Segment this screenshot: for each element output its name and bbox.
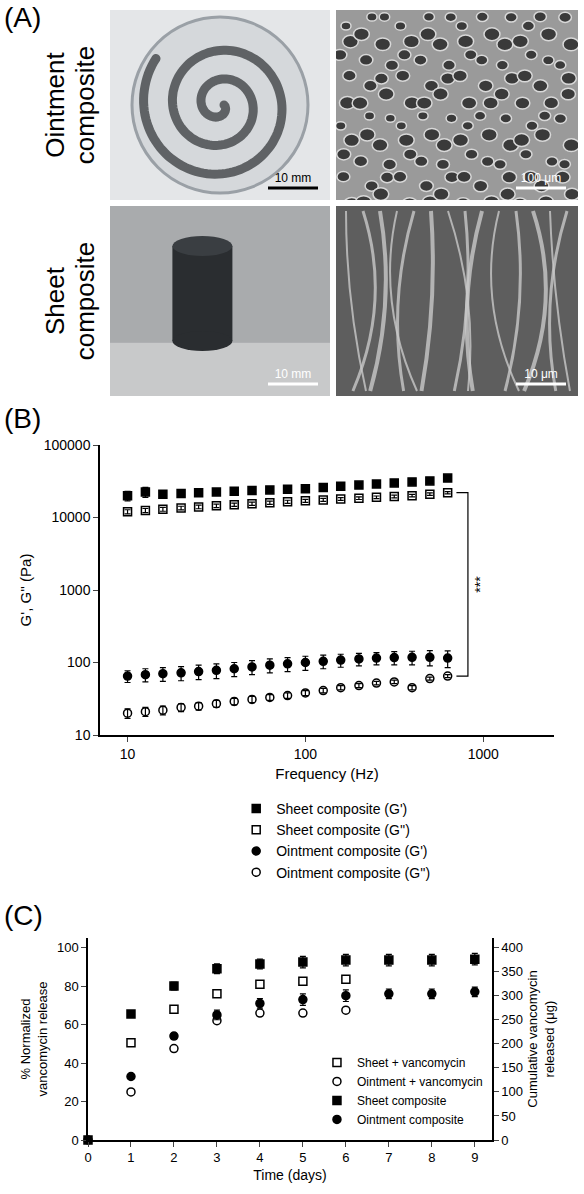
svg-text:40: 40 [64, 1056, 78, 1071]
svg-text:% Normalizedvancomycin release: % Normalizedvancomycin release [18, 982, 50, 1097]
svg-text:G', G'' (Pa): G', G'' (Pa) [17, 554, 34, 627]
svg-text:9: 9 [471, 1150, 478, 1165]
svg-text:60: 60 [64, 1017, 78, 1032]
svg-text:10 mm: 10 mm [275, 367, 312, 381]
svg-text:100: 100 [67, 654, 91, 670]
svg-text:100: 100 [294, 746, 318, 762]
svg-text:0: 0 [501, 1133, 508, 1148]
html-text:(A): (A) [4, 2, 42, 33]
svg-text:100000: 100000 [44, 437, 91, 453]
svg-text:0: 0 [84, 1150, 91, 1165]
svg-text:Sheet: Sheet [40, 266, 70, 335]
svg-text:80: 80 [64, 979, 78, 994]
svg-text:1000: 1000 [59, 582, 90, 598]
svg-text:6: 6 [342, 1150, 349, 1165]
svg-text:Ointment + vancomycin: Ointment + vancomycin [357, 1075, 483, 1089]
svg-text:4: 4 [256, 1150, 263, 1165]
svg-text:10: 10 [75, 727, 91, 743]
html-text:(B): (B) [4, 403, 42, 434]
svg-text:Sheet composite (G''): Sheet composite (G'') [276, 822, 410, 838]
svg-text:composite: composite [70, 46, 100, 165]
svg-text:5: 5 [299, 1150, 306, 1165]
svg-text:350: 350 [501, 964, 523, 979]
svg-text:250: 250 [501, 1012, 523, 1027]
svg-text:Ointment composite: Ointment composite [357, 1113, 464, 1127]
svg-text:100: 100 [501, 1084, 523, 1099]
svg-text:2: 2 [170, 1150, 177, 1165]
svg-text:Sheet composite (G'): Sheet composite (G') [276, 801, 407, 817]
svg-text:100 μm: 100 μm [521, 171, 561, 185]
svg-text:150: 150 [501, 1060, 523, 1075]
svg-text:10 mm: 10 mm [275, 171, 312, 185]
svg-text:1: 1 [127, 1150, 134, 1165]
svg-text:300: 300 [501, 988, 523, 1003]
svg-text:Ointment composite (G''): Ointment composite (G'') [276, 865, 430, 881]
svg-text:8: 8 [428, 1150, 435, 1165]
svg-text:0: 0 [71, 1133, 78, 1148]
svg-text:10 μm: 10 μm [524, 367, 558, 381]
svg-text:7: 7 [385, 1150, 392, 1165]
svg-text:Ointment: Ointment [40, 51, 70, 157]
svg-text:400: 400 [501, 940, 523, 955]
svg-text:200: 200 [501, 1036, 523, 1051]
svg-text:Ointment composite (G'): Ointment composite (G') [276, 843, 427, 859]
svg-text:3: 3 [213, 1150, 220, 1165]
svg-text:50: 50 [501, 1109, 515, 1124]
svg-text:Sheet + vancomycin: Sheet + vancomycin [357, 1056, 465, 1070]
svg-text:composite: composite [70, 242, 100, 361]
svg-text:10000: 10000 [52, 509, 91, 525]
svg-text:Frequency (Hz): Frequency (Hz) [275, 765, 378, 782]
svg-text:Time (days): Time (days) [253, 1167, 326, 1183]
svg-text:10: 10 [120, 746, 136, 762]
svg-text:Cumulative vancomycinreleased: Cumulative vancomycinreleased (μg) [525, 970, 557, 1107]
svg-text:1000: 1000 [468, 746, 499, 762]
svg-text:100: 100 [57, 940, 79, 955]
svg-text:Sheet composite: Sheet composite [357, 1094, 447, 1108]
html-text:(C): (C) [4, 900, 43, 931]
svg-text:***: *** [472, 576, 488, 593]
svg-text:20: 20 [64, 1094, 78, 1109]
